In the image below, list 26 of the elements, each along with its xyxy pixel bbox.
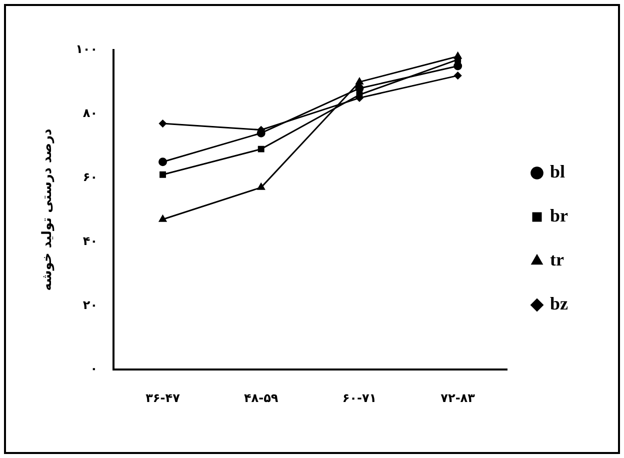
y-tick-label: ۸۰ (82, 106, 98, 120)
x-tick-label: ۷۲-۸۳ (440, 390, 476, 405)
point (356, 92, 363, 98)
legend-label: bl (550, 162, 566, 182)
point (257, 183, 265, 190)
point (159, 120, 166, 128)
y-tick-label: ۲۰ (82, 298, 98, 312)
point (158, 158, 167, 166)
legend-label: br (550, 206, 568, 226)
point (160, 171, 166, 178)
point (258, 146, 264, 152)
point (454, 56, 462, 63)
legend-label: bz (550, 294, 568, 314)
y-tick-label: ۴۰ (82, 234, 98, 248)
x-tick-label: ۳۶-۴۷ (146, 390, 181, 405)
point (356, 78, 364, 84)
y-tick-label: ۰ (90, 362, 98, 376)
y-tick-label: ۱۰۰ (76, 42, 98, 56)
y-axis-title: درصد درستی تولید خوشه (40, 128, 56, 291)
point (158, 215, 167, 222)
x-tick-label: ۶۰-۷۱ (342, 390, 377, 405)
y-tick-label: ۶۰ (82, 170, 98, 184)
x-tick-label: ۴۸-۵۹ (244, 390, 279, 405)
point (454, 62, 462, 70)
legend-label: tr (550, 250, 564, 270)
point (454, 72, 462, 80)
